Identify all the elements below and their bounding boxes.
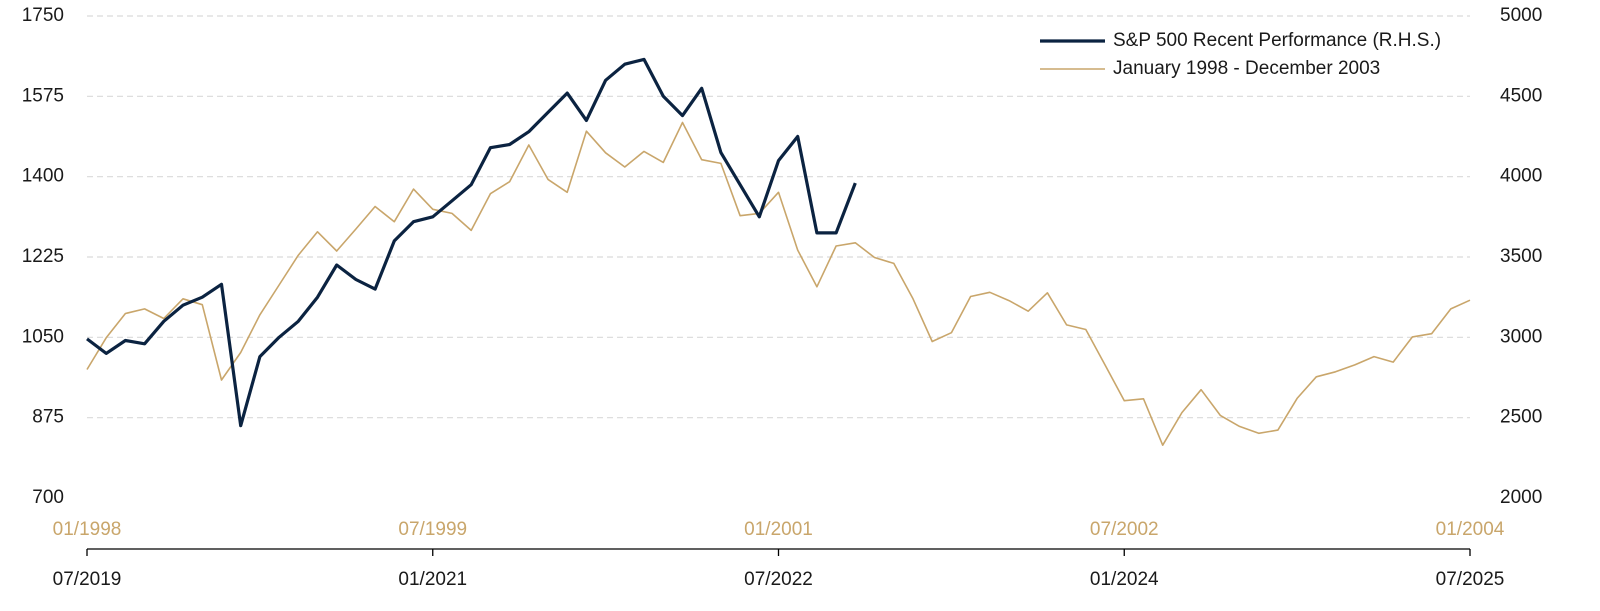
legend-label: January 1998 - December 2003 [1113,58,1380,79]
series-line [86,121,1471,446]
x-tick-label: 07/2022 [744,569,813,590]
y-tick-label: 875 [32,407,64,428]
x-tick-label: 01/2021 [398,569,467,590]
y2-tick-label: 5000 [1500,5,1542,26]
y-tick-label: 1575 [22,85,64,106]
x-tick-label: 01/2024 [1090,569,1159,590]
y-tick-label: 700 [32,487,64,508]
x2-tick-label: 01/2004 [1436,519,1505,540]
y-tick-label: 1400 [22,166,64,187]
y2-tick-label: 4500 [1500,85,1542,106]
y2-tick-label: 3000 [1500,326,1542,347]
x2-tick-label: 01/1998 [53,519,122,540]
y-tick-label: 1750 [22,5,64,26]
y2-tick-label: 2000 [1500,487,1542,508]
y-tick-label: 1050 [22,326,64,347]
x2-tick-label: 07/1999 [398,519,467,540]
x-tick-label: 07/2019 [53,569,122,590]
y2-tick-label: 3500 [1500,246,1542,267]
y-tick-label: 1225 [22,246,64,267]
legend-label: S&P 500 Recent Performance (R.H.S.) [1113,30,1441,51]
y2-tick-label: 2500 [1500,407,1542,428]
x2-tick-label: 07/2002 [1090,519,1159,540]
x2-tick-label: 01/2001 [744,519,813,540]
series-line [86,57,857,428]
x-tick-label: 07/2025 [1436,569,1505,590]
y2-tick-label: 4000 [1500,166,1542,187]
